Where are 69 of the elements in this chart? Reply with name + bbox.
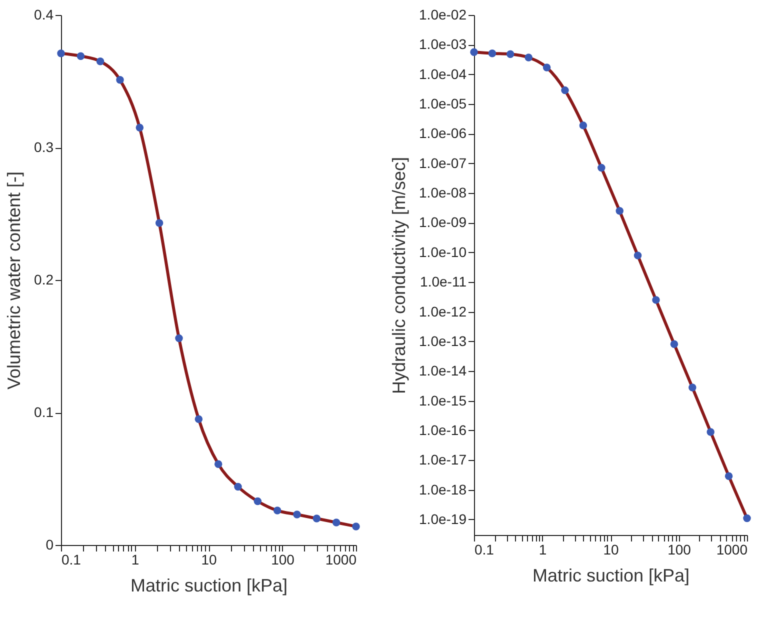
point [652, 296, 660, 304]
point [96, 58, 104, 66]
x-tick-label: 10 [603, 542, 619, 558]
point [488, 49, 496, 58]
point [194, 415, 203, 423]
point [76, 52, 85, 60]
point [293, 510, 301, 518]
y-axis-title: Volumetric water content [-] [4, 171, 24, 390]
y-tick-label: 1.0e-10 [419, 244, 467, 260]
x-tick-label: 0.1 [62, 552, 82, 568]
y-axis-title: Hydraulic conductivity [m/sec] [389, 156, 410, 394]
y-tick-label: 1.0e-02 [419, 6, 467, 22]
point [724, 472, 733, 480]
point [561, 86, 569, 94]
y-tick-label: 1.0e-11 [420, 274, 467, 290]
y-tick-label: 1.0e-12 [419, 303, 467, 320]
y-tick-label: 1.0e-15 [419, 392, 467, 408]
x-tick-label: 100 [271, 552, 295, 568]
y-tick-label: 0.4 [34, 6, 54, 22]
y-tick-label: 1.0e-09 [419, 214, 467, 230]
x-axis-title: Matric suction [kPa] [130, 576, 288, 596]
y-tick-label: 1.0e-17 [419, 452, 467, 468]
x-tick-label: 100 [668, 542, 692, 558]
x-tick-label: 10 [201, 552, 217, 568]
x-tick-label: 1 [131, 552, 140, 568]
y-tick-label: 1.0e-07 [419, 154, 467, 171]
point [332, 518, 340, 526]
y-tick-label: 1.0e-03 [419, 36, 467, 52]
point [634, 252, 642, 260]
x-tick-label: 1 [538, 542, 547, 558]
point [506, 50, 514, 58]
point [155, 219, 164, 227]
y-tick-label: 1.0e-19 [419, 510, 467, 527]
y-tick-label: 0.2 [34, 272, 54, 288]
point [254, 497, 262, 506]
x-tick-label: 0.1 [474, 542, 494, 558]
point [688, 384, 696, 392]
point [136, 124, 144, 132]
x-tick-label: 1000 [325, 552, 357, 568]
y-tick-label: 1.0e-18 [419, 481, 467, 498]
point [524, 54, 532, 62]
y-tick-label: 1.0e-06 [419, 125, 467, 142]
point [706, 428, 714, 436]
y-tick-label: 0.3 [34, 139, 54, 155]
point [175, 334, 183, 342]
point [57, 50, 65, 58]
point [616, 207, 624, 215]
point [214, 460, 222, 468]
point [116, 76, 124, 84]
y-tick-label: 0.1 [34, 404, 54, 420]
y-tick-label: 1.0e-04 [419, 66, 467, 82]
y-tick-label: 1.0e-13 [419, 332, 467, 349]
y-tick-label: 1.0e-08 [419, 184, 467, 201]
point [470, 48, 478, 56]
point [542, 64, 551, 72]
y-tick-label: 1.0e-05 [419, 96, 467, 112]
point [743, 514, 751, 522]
y-tick-label: 0 [46, 536, 54, 552]
y-tick-label: 1.0e-14 [419, 362, 467, 379]
point [670, 340, 678, 348]
point [579, 122, 588, 130]
y-tick-label: 1.0e-16 [419, 422, 467, 438]
point [234, 482, 242, 491]
point [598, 164, 606, 172]
point [312, 514, 321, 522]
point [352, 522, 360, 530]
point [273, 506, 282, 514]
x-tick-label: 1000 [716, 542, 748, 558]
x-axis-title: Matric suction [kPa] [532, 566, 690, 586]
